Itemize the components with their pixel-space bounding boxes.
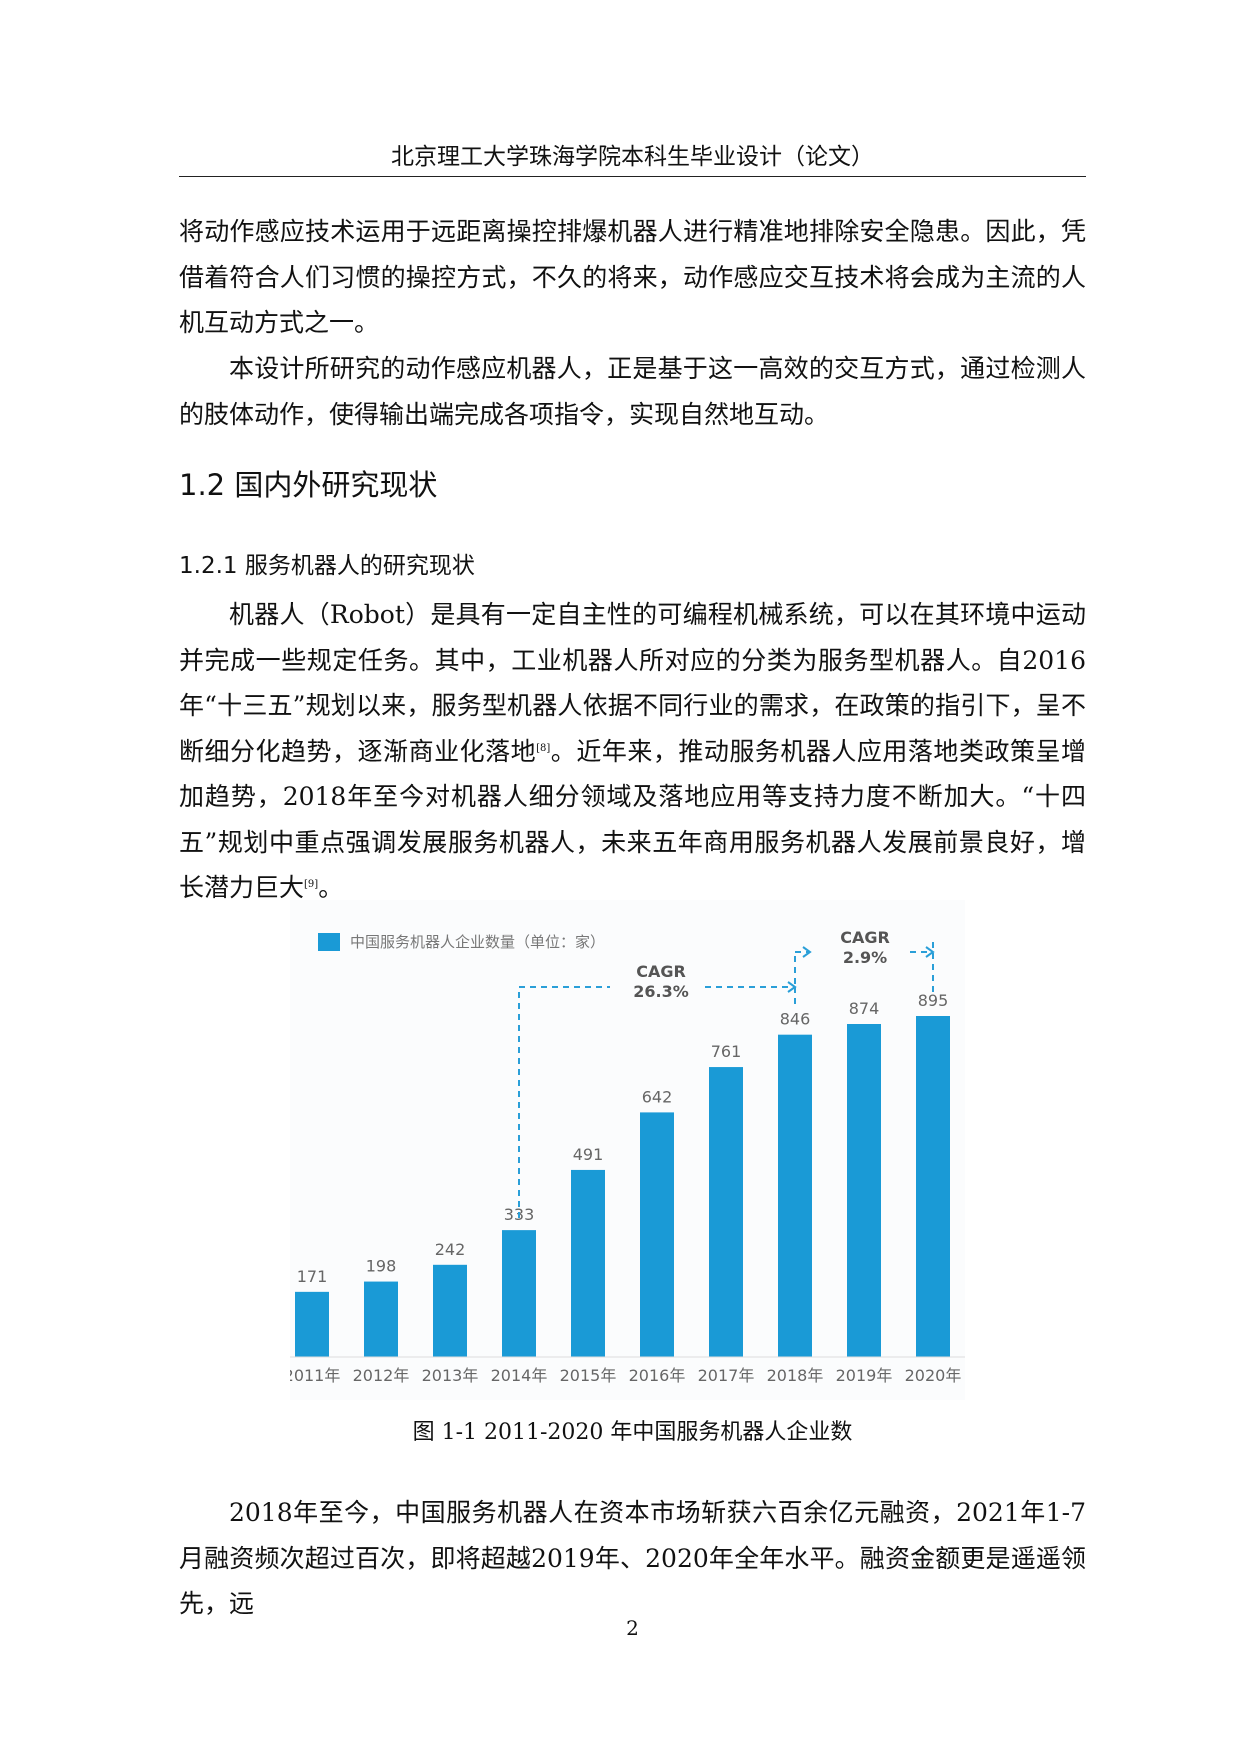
arrow-head <box>802 946 812 958</box>
section-heading: 1.2 国内外研究现状 <box>179 468 438 502</box>
bar <box>916 1016 950 1357</box>
data-label: 198 <box>366 1257 397 1276</box>
bar <box>847 1024 881 1357</box>
text-run: 将动作感应技术运用于远距离操控排爆机器人进行精准地排除安全隐患。因此，凭借着符合… <box>179 217 1086 337</box>
citation: [9] <box>304 879 319 890</box>
paragraph: 2018年至今，中国服务机器人在资本市场斩获六百余亿元融资，2021年1-7月融… <box>179 1490 1086 1627</box>
text-run: 。近年来，推动服务机器人应用落地类政策呈增加趋势，2018年至今对机器人细分领域… <box>179 736 1086 903</box>
bar <box>571 1169 605 1357</box>
x-tick-label: 2017年 <box>698 1366 755 1385</box>
data-label: 171 <box>297 1267 328 1286</box>
x-tick-label: 2011年 <box>290 1366 340 1385</box>
text-run: 机器人（Robot）是具有一定自主性的可编程机械系统，可以在其环境中运动并完成一… <box>179 600 1086 766</box>
data-label: 846 <box>780 1010 811 1029</box>
bar <box>502 1230 536 1357</box>
legend-label: 中国服务机器人企业数量（单位：家） <box>350 933 605 951</box>
x-tick-label: 2019年 <box>836 1366 893 1385</box>
data-label: 895 <box>918 991 949 1010</box>
text-run: 本设计所研究的动作感应机器人，正是基于这一高效的交互方式，通过检测人的肢体动作，… <box>179 354 1086 429</box>
header-rule <box>179 176 1086 177</box>
x-tick-label: 2020年 <box>905 1366 962 1385</box>
annotation: CAGR <box>636 962 686 981</box>
citation: [8] <box>536 742 551 754</box>
data-label: 761 <box>711 1042 742 1061</box>
paragraph: 将动作感应技术运用于远距离操控排爆机器人进行精准地排除安全隐患。因此，凭借着符合… <box>179 209 1086 346</box>
x-tick-label: 2012年 <box>353 1366 410 1385</box>
bar <box>364 1281 398 1357</box>
bar <box>778 1034 812 1357</box>
bar <box>640 1112 674 1357</box>
x-tick-label: 2015年 <box>560 1366 617 1385</box>
figure-caption: 图 1-1 2011-2020 年中国服务机器人企业数 <box>412 1420 853 1445</box>
page-header: 北京理工大学珠海学院本科生毕业设计（论文） <box>391 144 874 170</box>
chart: 中国服务机器人企业数量（单位：家） 171 2011年 198 2012年 242 2013… <box>290 900 965 1400</box>
bar <box>433 1264 467 1357</box>
x-tick-label: 2016年 <box>629 1366 686 1385</box>
annotation: 2.9% <box>843 948 887 967</box>
text-run: 。 <box>318 873 344 902</box>
annotation: 26.3% <box>633 982 689 1001</box>
annotation: CAGR <box>840 928 890 947</box>
x-tick-label: 2013年 <box>422 1366 479 1385</box>
arrow-head <box>925 946 935 958</box>
subsection-heading: 1.2.1 服务机器人的研究现状 <box>179 553 475 579</box>
bar <box>295 1291 329 1357</box>
data-label: 491 <box>573 1145 604 1164</box>
data-label: 242 <box>435 1240 466 1259</box>
data-label: 642 <box>642 1087 673 1106</box>
legend-swatch <box>318 933 340 951</box>
text-run: 2018年至今，中国服务机器人在资本市场斩获六百余亿元融资，2021年1-7月融… <box>179 1498 1086 1618</box>
page-number: 2 <box>626 1616 639 1640</box>
paragraph: 机器人（Robot）是具有一定自主性的可编程机械系统，可以在其环境中运动并完成一… <box>179 592 1086 911</box>
x-tick-label: 2018年 <box>767 1366 824 1385</box>
bar <box>709 1067 743 1357</box>
x-tick-label: 2014年 <box>491 1366 548 1385</box>
paragraph: 本设计所研究的动作感应机器人，正是基于这一高效的交互方式，通过检测人的肢体动作，… <box>179 346 1086 437</box>
data-label: 874 <box>849 999 880 1018</box>
